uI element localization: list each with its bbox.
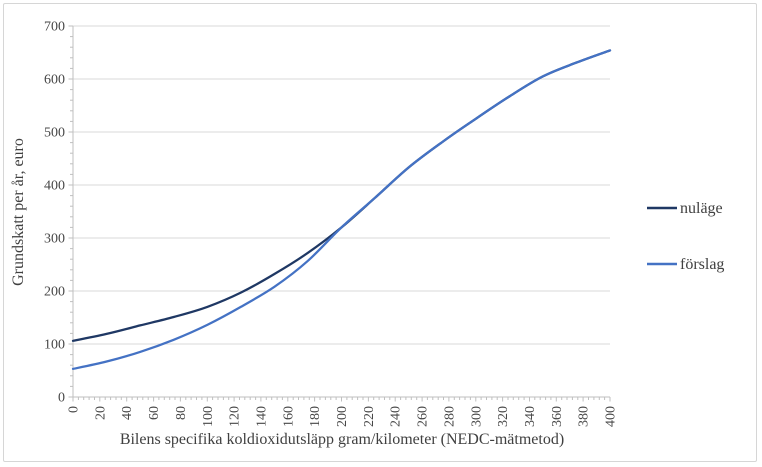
- data-series: [71, 49, 612, 371]
- legend-label-nulage: nuläge: [680, 200, 723, 217]
- x-tick-label: 180: [308, 406, 323, 427]
- y-axis-title: Grundskatt per år, euro: [10, 138, 27, 286]
- x-tick-label: 140: [254, 406, 269, 427]
- y-tick-label: 600: [44, 73, 65, 88]
- chart-figure: 0 100 200 300 400 500 600 700 0 20 40 60 80 100 120 140…: [3, 3, 757, 462]
- x-axis-title: Bilens specifika koldioxidutsläpp gram/k…: [120, 431, 564, 448]
- gridlines: [73, 25, 610, 345]
- series-line-frslag: [71, 49, 612, 371]
- x-tick-label: 60: [147, 406, 162, 420]
- y-tick-label: 0: [58, 391, 65, 406]
- x-tick-label: 20: [93, 406, 108, 420]
- x-tick-label: 0: [67, 406, 82, 413]
- x-tick-label: 280: [442, 406, 457, 427]
- y-tick-label: 300: [44, 232, 65, 247]
- x-tick-label: 380: [577, 406, 592, 427]
- x-tick-label: 200: [335, 406, 350, 427]
- x-tick-label: 320: [496, 406, 511, 427]
- line-chart: 0 100 200 300 400 500 600 700 0 20 40 60 80 100 120 140…: [10, 20, 724, 449]
- x-tick-label: 100: [201, 406, 216, 427]
- x-tick-label: 160: [281, 406, 296, 427]
- legend-label-forslag: förslag: [680, 256, 724, 273]
- x-tick-label: 260: [416, 406, 431, 427]
- series-line-nulge: [71, 49, 612, 342]
- tick-labels: 0 100 200 300 400 500 600 700 0 20 40 60 80 100 120 140…: [44, 20, 619, 428]
- y-tick-label: 100: [44, 338, 65, 353]
- x-tick-label: 120: [228, 406, 243, 427]
- x-tick-label: 360: [550, 406, 565, 427]
- y-tick-label: 200: [44, 285, 65, 300]
- x-tick-label: 220: [362, 406, 377, 427]
- x-tick-label: 340: [523, 406, 538, 427]
- y-tick-label: 700: [44, 20, 65, 35]
- x-tick-label: 80: [174, 406, 189, 420]
- y-tick-label: 500: [44, 126, 65, 141]
- x-tick-label: 300: [469, 406, 484, 427]
- legend: nuläge förslag: [647, 200, 724, 273]
- x-tick-label: 240: [389, 406, 404, 427]
- axes: [68, 25, 611, 402]
- x-tick-label: 40: [120, 406, 135, 420]
- x-tick-label: 400: [604, 406, 619, 427]
- y-tick-label: 400: [44, 179, 65, 194]
